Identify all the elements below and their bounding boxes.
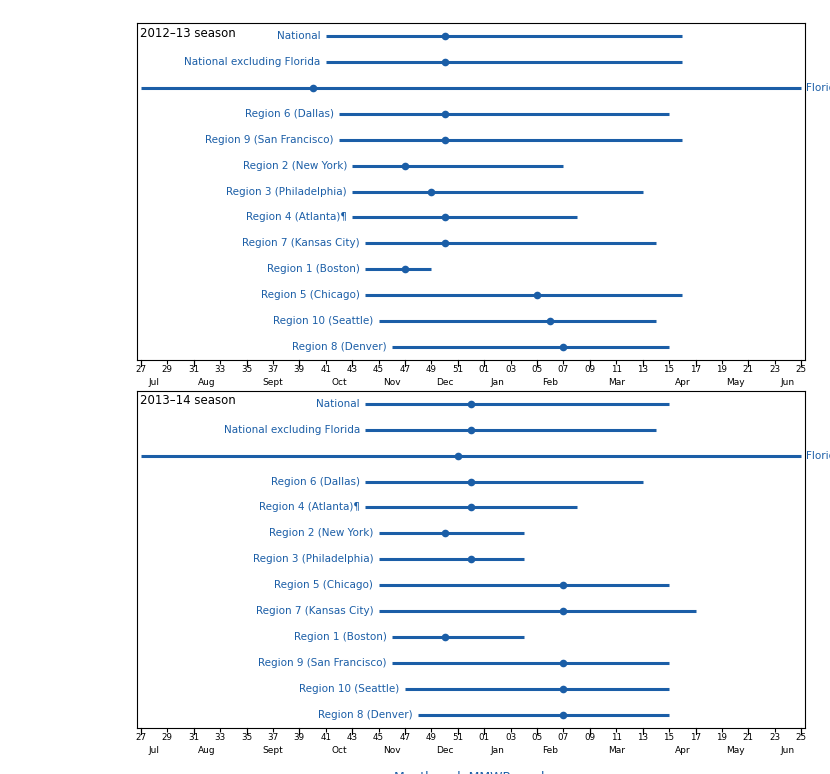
Text: Feb: Feb [542,746,559,755]
Text: May: May [725,746,745,755]
Text: Region 9 (San Francisco): Region 9 (San Francisco) [258,658,387,668]
Text: Mar: Mar [608,746,625,755]
Text: Sept: Sept [262,746,283,755]
Text: Jan: Jan [491,378,505,388]
Text: Region 8 (Denver): Region 8 (Denver) [318,710,413,720]
Text: Region 6 (Dallas): Region 6 (Dallas) [271,477,360,487]
Text: Jun: Jun [781,378,795,388]
Text: Jul: Jul [149,746,159,755]
Text: Apr: Apr [675,378,690,388]
Text: 2012–13 season: 2012–13 season [140,26,236,39]
Text: Region 3 (Philadelphia): Region 3 (Philadelphia) [252,554,374,564]
Text: Region 10 (Seattle): Region 10 (Seattle) [300,683,400,694]
Text: Dec: Dec [436,746,453,755]
Text: Jan: Jan [491,746,505,755]
Text: Oct: Oct [331,378,347,388]
Text: Oct: Oct [331,746,347,755]
Text: Aug: Aug [198,746,216,755]
Text: Jun: Jun [781,746,795,755]
Text: Dec: Dec [436,378,453,388]
Text: National excluding Florida: National excluding Florida [184,57,320,67]
Text: Florida: Florida [807,450,830,461]
Text: National excluding Florida: National excluding Florida [224,425,360,435]
Text: May: May [725,378,745,388]
Text: Mar: Mar [608,378,625,388]
Text: Nov: Nov [383,378,401,388]
Text: Aug: Aug [198,378,216,388]
Text: 2013–14 season: 2013–14 season [140,394,236,407]
Text: Sept: Sept [262,378,283,388]
Text: Region 1 (Boston): Region 1 (Boston) [267,264,360,274]
Text: Region 2 (New York): Region 2 (New York) [242,161,347,170]
Text: Apr: Apr [675,746,690,755]
Text: Region 5 (Chicago): Region 5 (Chicago) [275,580,374,590]
Text: Region 4 (Atlanta)¶: Region 4 (Atlanta)¶ [246,213,347,222]
Text: Florida: Florida [807,83,830,93]
Text: Region 5 (Chicago): Region 5 (Chicago) [261,290,360,300]
Text: National: National [277,31,320,41]
Text: Region 10 (Seattle): Region 10 (Seattle) [273,316,374,326]
Text: Region 4 (Atlanta)¶: Region 4 (Atlanta)¶ [259,502,360,512]
Text: Region 6 (Dallas): Region 6 (Dallas) [245,109,334,119]
Text: Region 3 (Philadelphia): Region 3 (Philadelphia) [227,187,347,197]
Text: Region 2 (New York): Region 2 (New York) [269,529,374,538]
Text: Region 7 (Kansas City): Region 7 (Kansas City) [256,606,374,616]
Text: Month and  MMWR week: Month and MMWR week [394,772,548,774]
Text: Nov: Nov [383,746,401,755]
Text: Region 7 (Kansas City): Region 7 (Kansas City) [242,238,360,248]
Text: Region 1 (Boston): Region 1 (Boston) [294,632,387,642]
Text: Region 8 (Denver): Region 8 (Denver) [292,342,387,352]
Text: Region 9 (San Francisco): Region 9 (San Francisco) [205,135,334,145]
Text: National: National [316,399,360,409]
Text: Jul: Jul [149,378,159,388]
Text: Feb: Feb [542,378,559,388]
